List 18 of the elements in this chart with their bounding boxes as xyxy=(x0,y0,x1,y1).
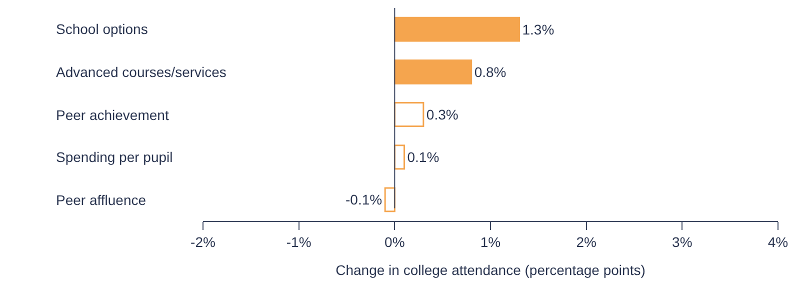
data-label: 0.3% xyxy=(426,106,458,123)
data-label: -0.1% xyxy=(346,192,382,208)
data-label: 0.8% xyxy=(474,64,506,80)
x-tick-label: 2% xyxy=(576,234,596,250)
x-tick-label: 4% xyxy=(768,234,788,250)
y-tick-label: School options xyxy=(56,21,148,37)
x-tick-label: 1% xyxy=(480,234,501,250)
x-tick-label: -2% xyxy=(190,234,216,250)
data-label: 1.3% xyxy=(522,21,554,38)
x-tick-label: 0% xyxy=(384,234,405,250)
x-tick-label: -1% xyxy=(286,234,312,250)
y-tick-label: Peer achievement xyxy=(56,107,169,123)
data-label: 0.1% xyxy=(407,149,440,166)
y-tick-label: Peer affluence xyxy=(56,192,146,208)
x-tick-label: 3% xyxy=(672,234,692,250)
y-tick-label: Spending per pupil xyxy=(56,149,173,165)
y-tick-label: Advanced courses/services xyxy=(56,64,226,80)
x-axis-title: Change in college attendance (percentage points) xyxy=(336,262,646,278)
